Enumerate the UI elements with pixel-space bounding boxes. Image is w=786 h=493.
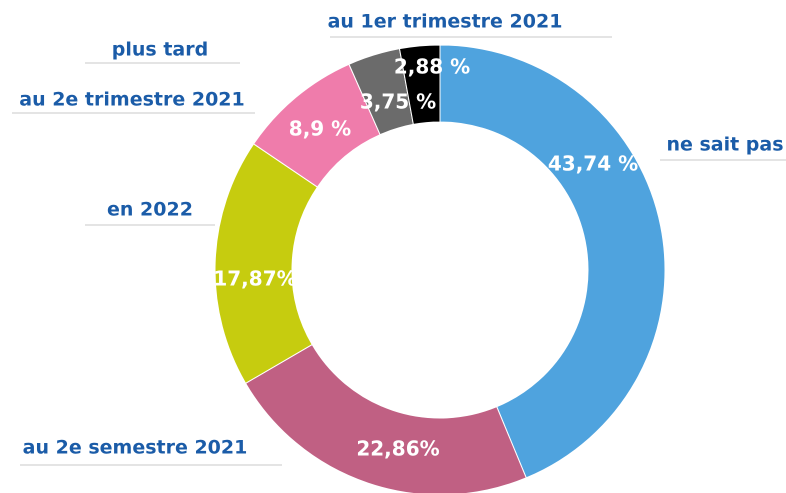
- category-label: plus tard: [112, 39, 208, 61]
- value-label: 2,88 %: [394, 55, 470, 79]
- donut-segment: [214, 143, 319, 384]
- value-label: 3,75 %: [360, 90, 436, 114]
- value-label: 8,9 %: [289, 117, 351, 141]
- donut-segment: [398, 44, 441, 125]
- donut-segment: [244, 343, 527, 493]
- category-label: en 2022: [107, 199, 193, 221]
- value-label: 43,74 %: [548, 152, 638, 176]
- category-label: au 2e trimestre 2021: [19, 89, 244, 111]
- donut-segment: [439, 44, 666, 479]
- category-label: au 2e semestre 2021: [23, 437, 248, 459]
- category-label: au 1er trimestre 2021: [328, 11, 563, 33]
- category-label: ne sait pas: [666, 134, 783, 156]
- value-label: 17,87%: [213, 267, 296, 291]
- value-label: 22,86%: [356, 437, 439, 461]
